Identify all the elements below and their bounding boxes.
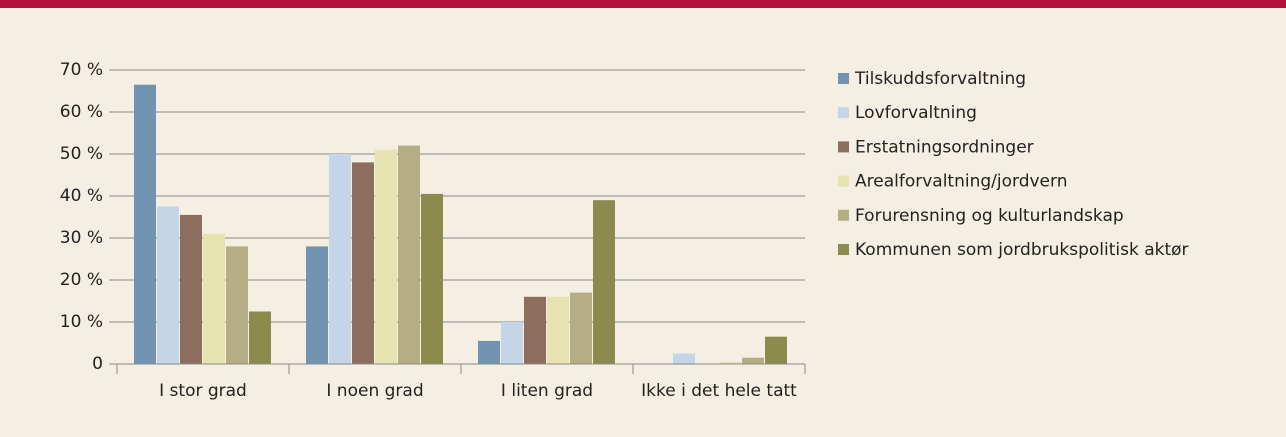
bar [593,200,615,364]
legend-swatch [838,141,849,153]
bar [547,296,569,364]
y-tick-label: 60 % [60,102,103,122]
y-tick-label: 30 % [60,228,103,248]
bar [524,296,546,364]
bar [134,84,156,364]
legend-swatch [838,209,849,221]
legend-label: Erstatningsordninger [855,137,1034,157]
x-tick-label: I liten grad [501,381,593,401]
bar [398,145,420,364]
y-tick-label: 50 % [60,144,103,164]
bar [570,292,592,364]
y-tick-label: 10 % [60,312,103,332]
legend-swatch [838,175,849,187]
top-bar [0,0,1286,8]
bar [329,154,351,364]
bar [478,340,500,364]
x-tick-label: Ikke i det hele tatt [641,381,797,401]
legend-label: Arealforvaltning/jordvern [855,172,1067,192]
x-tick-label: I stor grad [159,381,247,401]
bar [157,206,179,364]
legend-swatch [838,73,849,84]
y-tick-label: 0 [92,354,103,374]
legend-label: Forurensning og kulturlandskap [855,206,1124,226]
legend-swatch [838,107,849,119]
bar [180,214,202,364]
legend-label: Tilskuddsforvaltning [854,69,1026,89]
bar [673,353,695,364]
bar [421,193,443,364]
y-tick-label: 70 % [60,60,103,80]
legend-swatch [838,244,849,255]
bar [352,162,374,364]
bar [249,311,271,364]
bar [719,361,741,364]
bar [306,246,328,364]
legend-label: Kommunen som jordbrukspolitisk aktør [855,240,1189,260]
bar [203,233,225,364]
bar [501,322,523,364]
x-tick-label: I noen grad [326,381,423,401]
bar [742,357,764,364]
bar [226,246,248,364]
bar [375,149,397,364]
bar [765,336,787,364]
y-tick-label: 20 % [60,270,103,290]
y-tick-label: 40 % [60,186,103,206]
legend-label: Lovforvaltning [855,103,977,123]
